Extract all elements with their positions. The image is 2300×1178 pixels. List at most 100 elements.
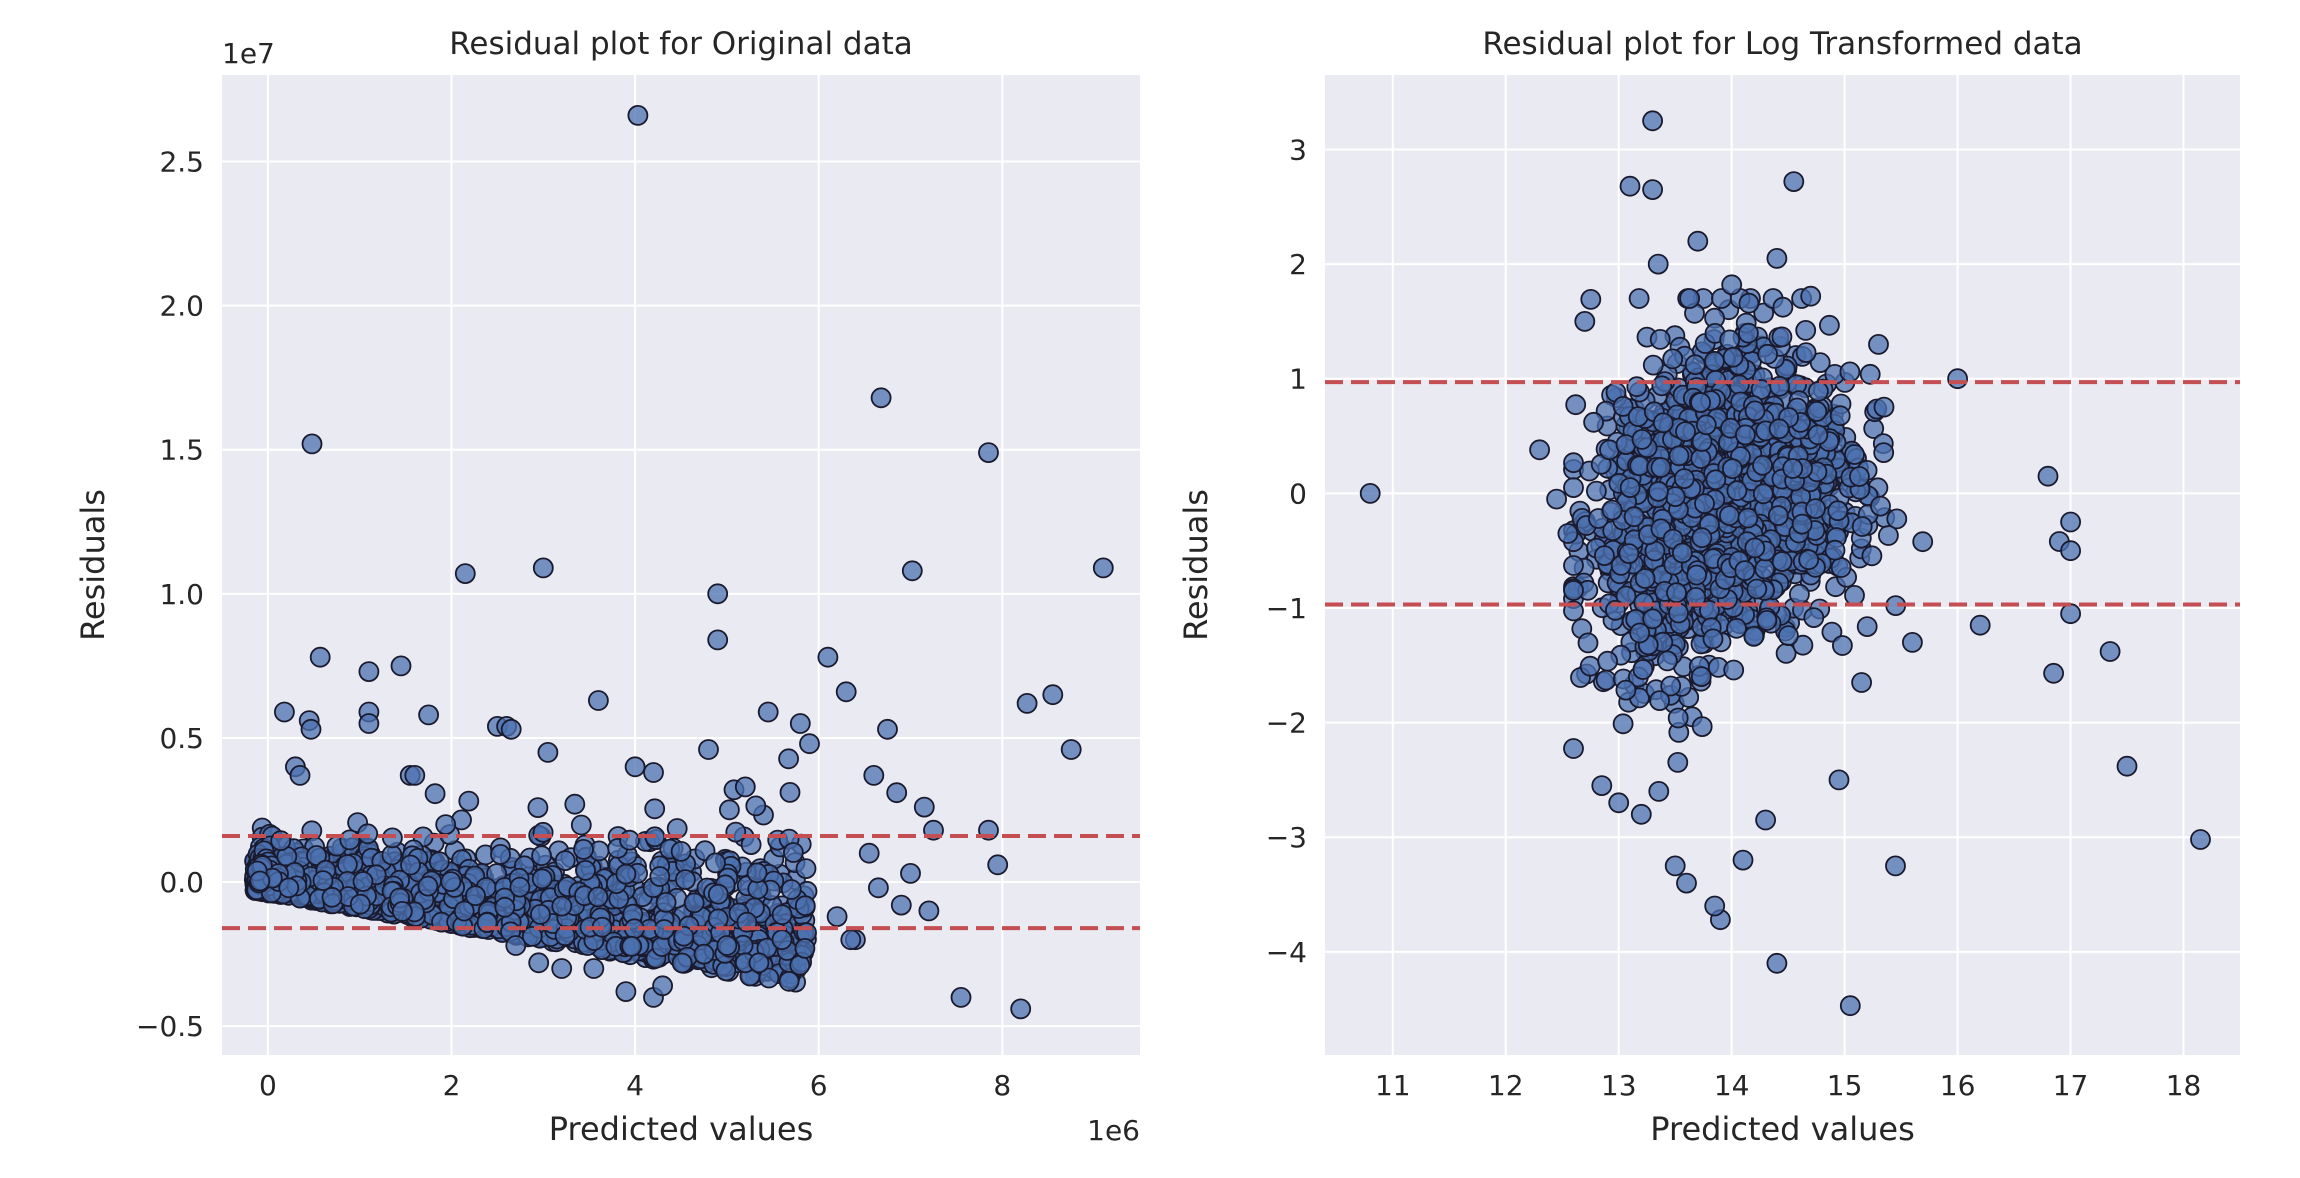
- data-point: [453, 900, 475, 922]
- data-point: [621, 936, 643, 957]
- data-point: [1686, 564, 1707, 586]
- x-tick-label: 13: [1601, 1069, 1637, 1102]
- data-point: [531, 845, 552, 867]
- data-point: [1563, 738, 1584, 759]
- data-point: [868, 877, 889, 899]
- data-point: [1824, 539, 1846, 561]
- data-point: [1557, 523, 1579, 544]
- data-point: [1597, 650, 1618, 672]
- data-point: [1650, 457, 1672, 478]
- data-point: [1886, 508, 1908, 530]
- data-point: [1675, 421, 1696, 443]
- data-point: [1947, 368, 1968, 390]
- data-point: [715, 960, 737, 982]
- data-point: [530, 904, 551, 925]
- data-point: [1642, 354, 1664, 376]
- data-point: [734, 776, 756, 798]
- data-point: [783, 842, 804, 863]
- data-point: [521, 926, 543, 947]
- data-point: [1735, 424, 1756, 446]
- data-point: [358, 661, 380, 682]
- data-point: [339, 829, 361, 851]
- x-tick-label: 17: [2053, 1069, 2089, 1102]
- data-point: [840, 929, 862, 951]
- x-axis-label: Predicted values: [1650, 1110, 1914, 1148]
- data-point: [707, 629, 729, 651]
- data-point: [358, 713, 380, 734]
- data-point: [1652, 412, 1674, 434]
- data-point: [424, 783, 446, 805]
- x-tick-label: 4: [626, 1069, 644, 1102]
- y-tick-label: −2: [1266, 707, 1307, 740]
- data-point: [1743, 626, 1765, 647]
- data-point: [381, 844, 403, 866]
- data-point: [1664, 855, 1686, 877]
- data-point: [758, 967, 780, 989]
- data-point: [1902, 632, 1923, 653]
- data-point: [1649, 328, 1671, 350]
- data-point: [1687, 230, 1709, 252]
- data-point: [2190, 829, 2211, 850]
- data-point: [404, 765, 426, 786]
- data-point: [1805, 498, 1826, 520]
- data-point: [1704, 895, 1726, 917]
- data-point: [1737, 507, 1759, 529]
- data-point: [509, 876, 531, 898]
- data-point: [1629, 455, 1651, 477]
- y-tick-label: −1: [1266, 592, 1307, 625]
- data-point: [799, 733, 820, 755]
- data-point: [670, 841, 692, 862]
- y-tick-label: 0.0: [159, 866, 204, 899]
- data-point: [1691, 716, 1713, 737]
- y-tick-label: 2: [1289, 248, 1307, 281]
- data-point: [1695, 414, 1717, 436]
- data-point: [1546, 488, 1567, 510]
- data-point: [1060, 739, 1082, 760]
- data-point: [1722, 458, 1743, 480]
- data-point: [1795, 319, 1817, 341]
- data-point: [693, 943, 715, 965]
- data-point: [1690, 392, 1711, 414]
- data-point: [615, 981, 637, 1002]
- data-point: [1808, 380, 1829, 402]
- data-point: [312, 870, 334, 891]
- x-tick-label: 16: [1940, 1069, 1976, 1102]
- data-point: [1769, 375, 1790, 397]
- data-point: [1642, 179, 1663, 201]
- data-point: [1667, 752, 1689, 773]
- y-tick-label: 1.5: [159, 434, 204, 467]
- data-point: [289, 765, 311, 786]
- data-point: [1619, 175, 1641, 197]
- data-point: [1634, 568, 1656, 589]
- data-point: [1648, 480, 1669, 502]
- data-point: [490, 844, 511, 865]
- data-point: [1772, 296, 1794, 318]
- data-point: [716, 935, 738, 956]
- data-point: [1839, 995, 1861, 1017]
- y-axis-label: Residuals: [74, 489, 112, 641]
- data-point: [1662, 348, 1684, 370]
- x-axis-label: Predicted values: [549, 1110, 813, 1148]
- data-point: [1591, 775, 1613, 796]
- data-point: [778, 970, 800, 992]
- data-point: [1577, 632, 1599, 654]
- data-point: [1754, 558, 1776, 580]
- data-point: [778, 748, 799, 770]
- data-point: [454, 563, 476, 584]
- data-point: [357, 823, 379, 845]
- data-point: [2060, 511, 2082, 533]
- data-point: [863, 765, 885, 786]
- data-point: [1092, 557, 1114, 579]
- data-point: [1648, 781, 1670, 802]
- data-point: [1752, 483, 1774, 505]
- data-point: [1766, 247, 1788, 269]
- data-point: [987, 854, 1009, 876]
- data-point: [950, 987, 972, 1008]
- data-point: [1768, 418, 1790, 440]
- y-tick-label: 3: [1289, 134, 1307, 167]
- data-point: [1721, 274, 1743, 296]
- data-point: [624, 756, 646, 778]
- data-point: [1844, 585, 1865, 606]
- data-point: [1856, 616, 1878, 637]
- data-point: [1563, 555, 1584, 576]
